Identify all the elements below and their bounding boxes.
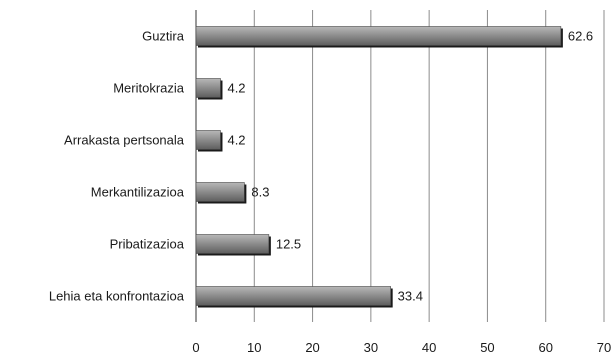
x-tick-label: 40 bbox=[422, 340, 436, 355]
category-label: Pribatizazioa bbox=[110, 237, 185, 252]
category-labels: Guztira Meritokrazia Arrakasta pertsonala M… bbox=[49, 29, 185, 304]
data-label: 4.2 bbox=[227, 81, 245, 96]
x-tick-label: 70 bbox=[597, 340, 611, 355]
category-label: Lehia eta konfrontazioa bbox=[49, 289, 185, 304]
bar bbox=[195, 130, 221, 150]
data-label: 62.6 bbox=[568, 29, 593, 44]
data-label: 8.3 bbox=[251, 185, 269, 200]
x-tick-label: 10 bbox=[247, 340, 261, 355]
x-tick-label: 60 bbox=[538, 340, 552, 355]
x-tick-label: 20 bbox=[305, 340, 319, 355]
bar bbox=[195, 234, 270, 254]
bars bbox=[195, 26, 563, 308]
bar bbox=[195, 26, 562, 46]
category-label: Merkantilizazioa bbox=[91, 185, 185, 200]
category-label: Meritokrazia bbox=[113, 81, 185, 96]
bar bbox=[195, 286, 391, 306]
data-label: 4.2 bbox=[227, 133, 245, 148]
data-label: 12.5 bbox=[276, 237, 301, 252]
bar bbox=[195, 78, 221, 98]
x-tick-label: 0 bbox=[192, 340, 199, 355]
data-labels: 62.6 4.2 4.2 8.3 12.5 33.4 bbox=[227, 29, 593, 304]
data-label: 33.4 bbox=[398, 289, 423, 304]
x-tick-label: 50 bbox=[480, 340, 494, 355]
x-tick-label: 30 bbox=[364, 340, 378, 355]
category-label: Guztira bbox=[142, 29, 185, 44]
gridlines bbox=[195, 10, 605, 322]
x-axis-ticks: 0 10 20 30 40 50 60 70 bbox=[192, 340, 611, 355]
bar bbox=[195, 182, 245, 202]
category-label: Arrakasta pertsonala bbox=[64, 133, 185, 148]
